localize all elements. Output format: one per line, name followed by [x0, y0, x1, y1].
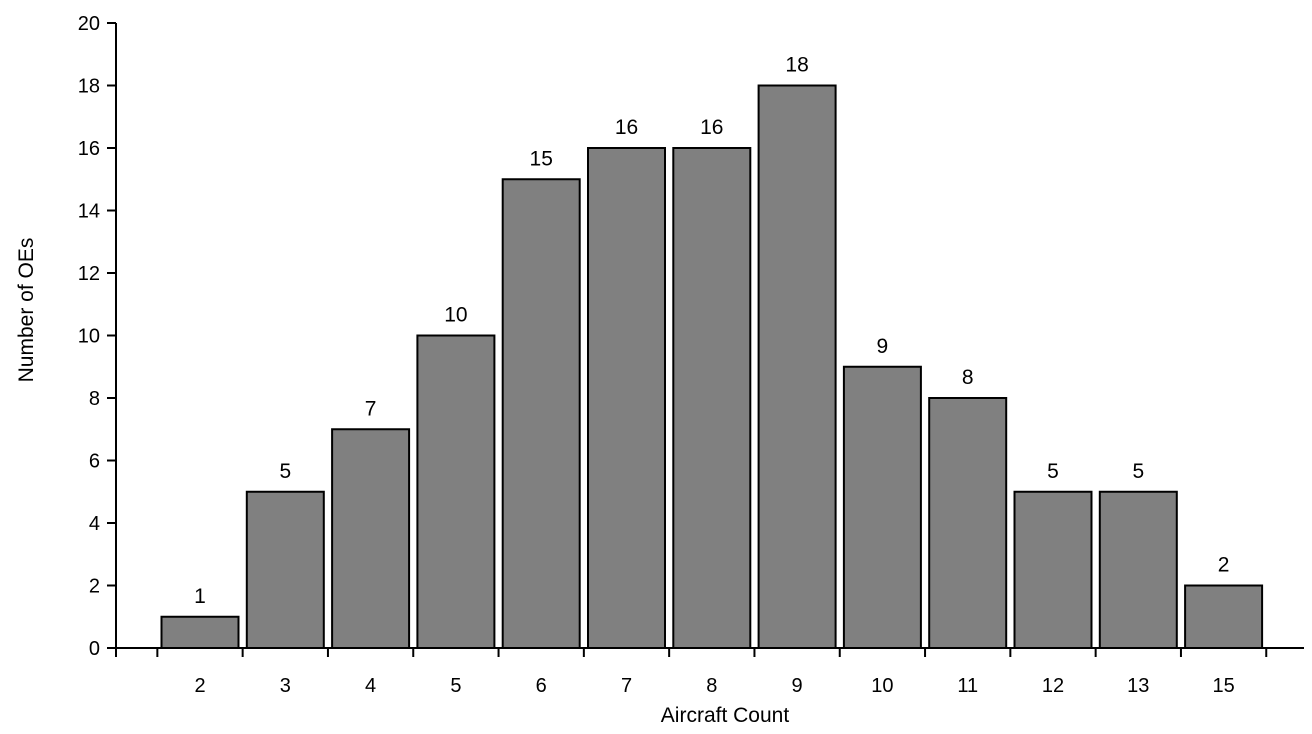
y-tick-label: 2	[89, 576, 100, 598]
y-tick-label: 20	[78, 13, 100, 35]
x-tick-label: 13	[1127, 675, 1149, 697]
y-tick-label: 10	[78, 326, 100, 348]
data-label: 1	[194, 585, 206, 608]
y-tick-label: 0	[89, 638, 100, 660]
data-label: 10	[444, 304, 467, 327]
x-tick-label: 4	[365, 675, 376, 697]
x-tick-label: 12	[1042, 675, 1064, 697]
y-tick-label: 18	[78, 76, 100, 98]
bar-7	[587, 147, 666, 649]
x-tick-label: 11	[957, 675, 978, 697]
data-label: 5	[1047, 460, 1059, 483]
data-label: 16	[615, 116, 638, 139]
bar-3	[245, 490, 325, 649]
bar-15	[1184, 584, 1264, 649]
data-label: 16	[700, 116, 723, 139]
x-tick-label: 6	[536, 675, 547, 697]
bars	[160, 84, 1264, 649]
data-label: 5	[279, 460, 291, 483]
y-tick-label: 8	[89, 388, 100, 410]
y-tick-label: 12	[78, 263, 100, 285]
bar-9	[757, 84, 837, 649]
bar-2	[160, 615, 240, 649]
data-label: 5	[1132, 460, 1144, 483]
x-tick-label: 5	[450, 675, 461, 697]
data-label: 15	[530, 147, 553, 170]
data-label: 7	[365, 397, 377, 420]
bar-5	[416, 334, 496, 649]
bar-6	[501, 178, 581, 649]
data-label: 8	[962, 366, 974, 389]
y-tick-label: 4	[89, 513, 100, 535]
x-tick-label: 15	[1212, 675, 1234, 697]
bar-8	[672, 147, 752, 649]
x-tick-label: 3	[280, 675, 291, 697]
x-tick-label: 9	[792, 675, 803, 697]
data-label: 18	[785, 54, 808, 77]
bar-11	[928, 397, 1008, 649]
y-tick-label: 14	[78, 201, 100, 223]
y-axis-title: Number of OEs	[15, 238, 38, 383]
y-tick-label: 6	[89, 451, 100, 473]
x-tick-label: 8	[706, 675, 717, 697]
x-tick-label: 10	[871, 675, 893, 697]
data-label: 2	[1218, 554, 1230, 577]
x-tick-label: 7	[621, 675, 632, 697]
bar-12	[1013, 490, 1093, 649]
data-label: 9	[877, 335, 889, 358]
bar-4	[331, 428, 411, 649]
bar-10	[842, 365, 922, 649]
x-axis-title: Aircraft Count	[661, 704, 790, 727]
x-tick-label: 2	[194, 675, 205, 697]
bar-13	[1098, 490, 1178, 649]
y-tick-label: 16	[78, 138, 100, 160]
